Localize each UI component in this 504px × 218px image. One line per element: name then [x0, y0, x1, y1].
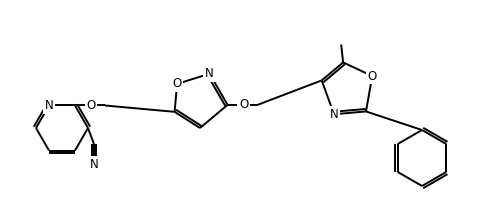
Text: O: O: [367, 70, 377, 82]
Text: N: N: [45, 99, 53, 112]
Text: O: O: [172, 77, 181, 90]
Text: O: O: [239, 98, 248, 111]
Text: O: O: [86, 99, 96, 112]
Text: N: N: [90, 157, 98, 170]
Text: N: N: [205, 67, 214, 80]
Text: N: N: [330, 108, 338, 121]
